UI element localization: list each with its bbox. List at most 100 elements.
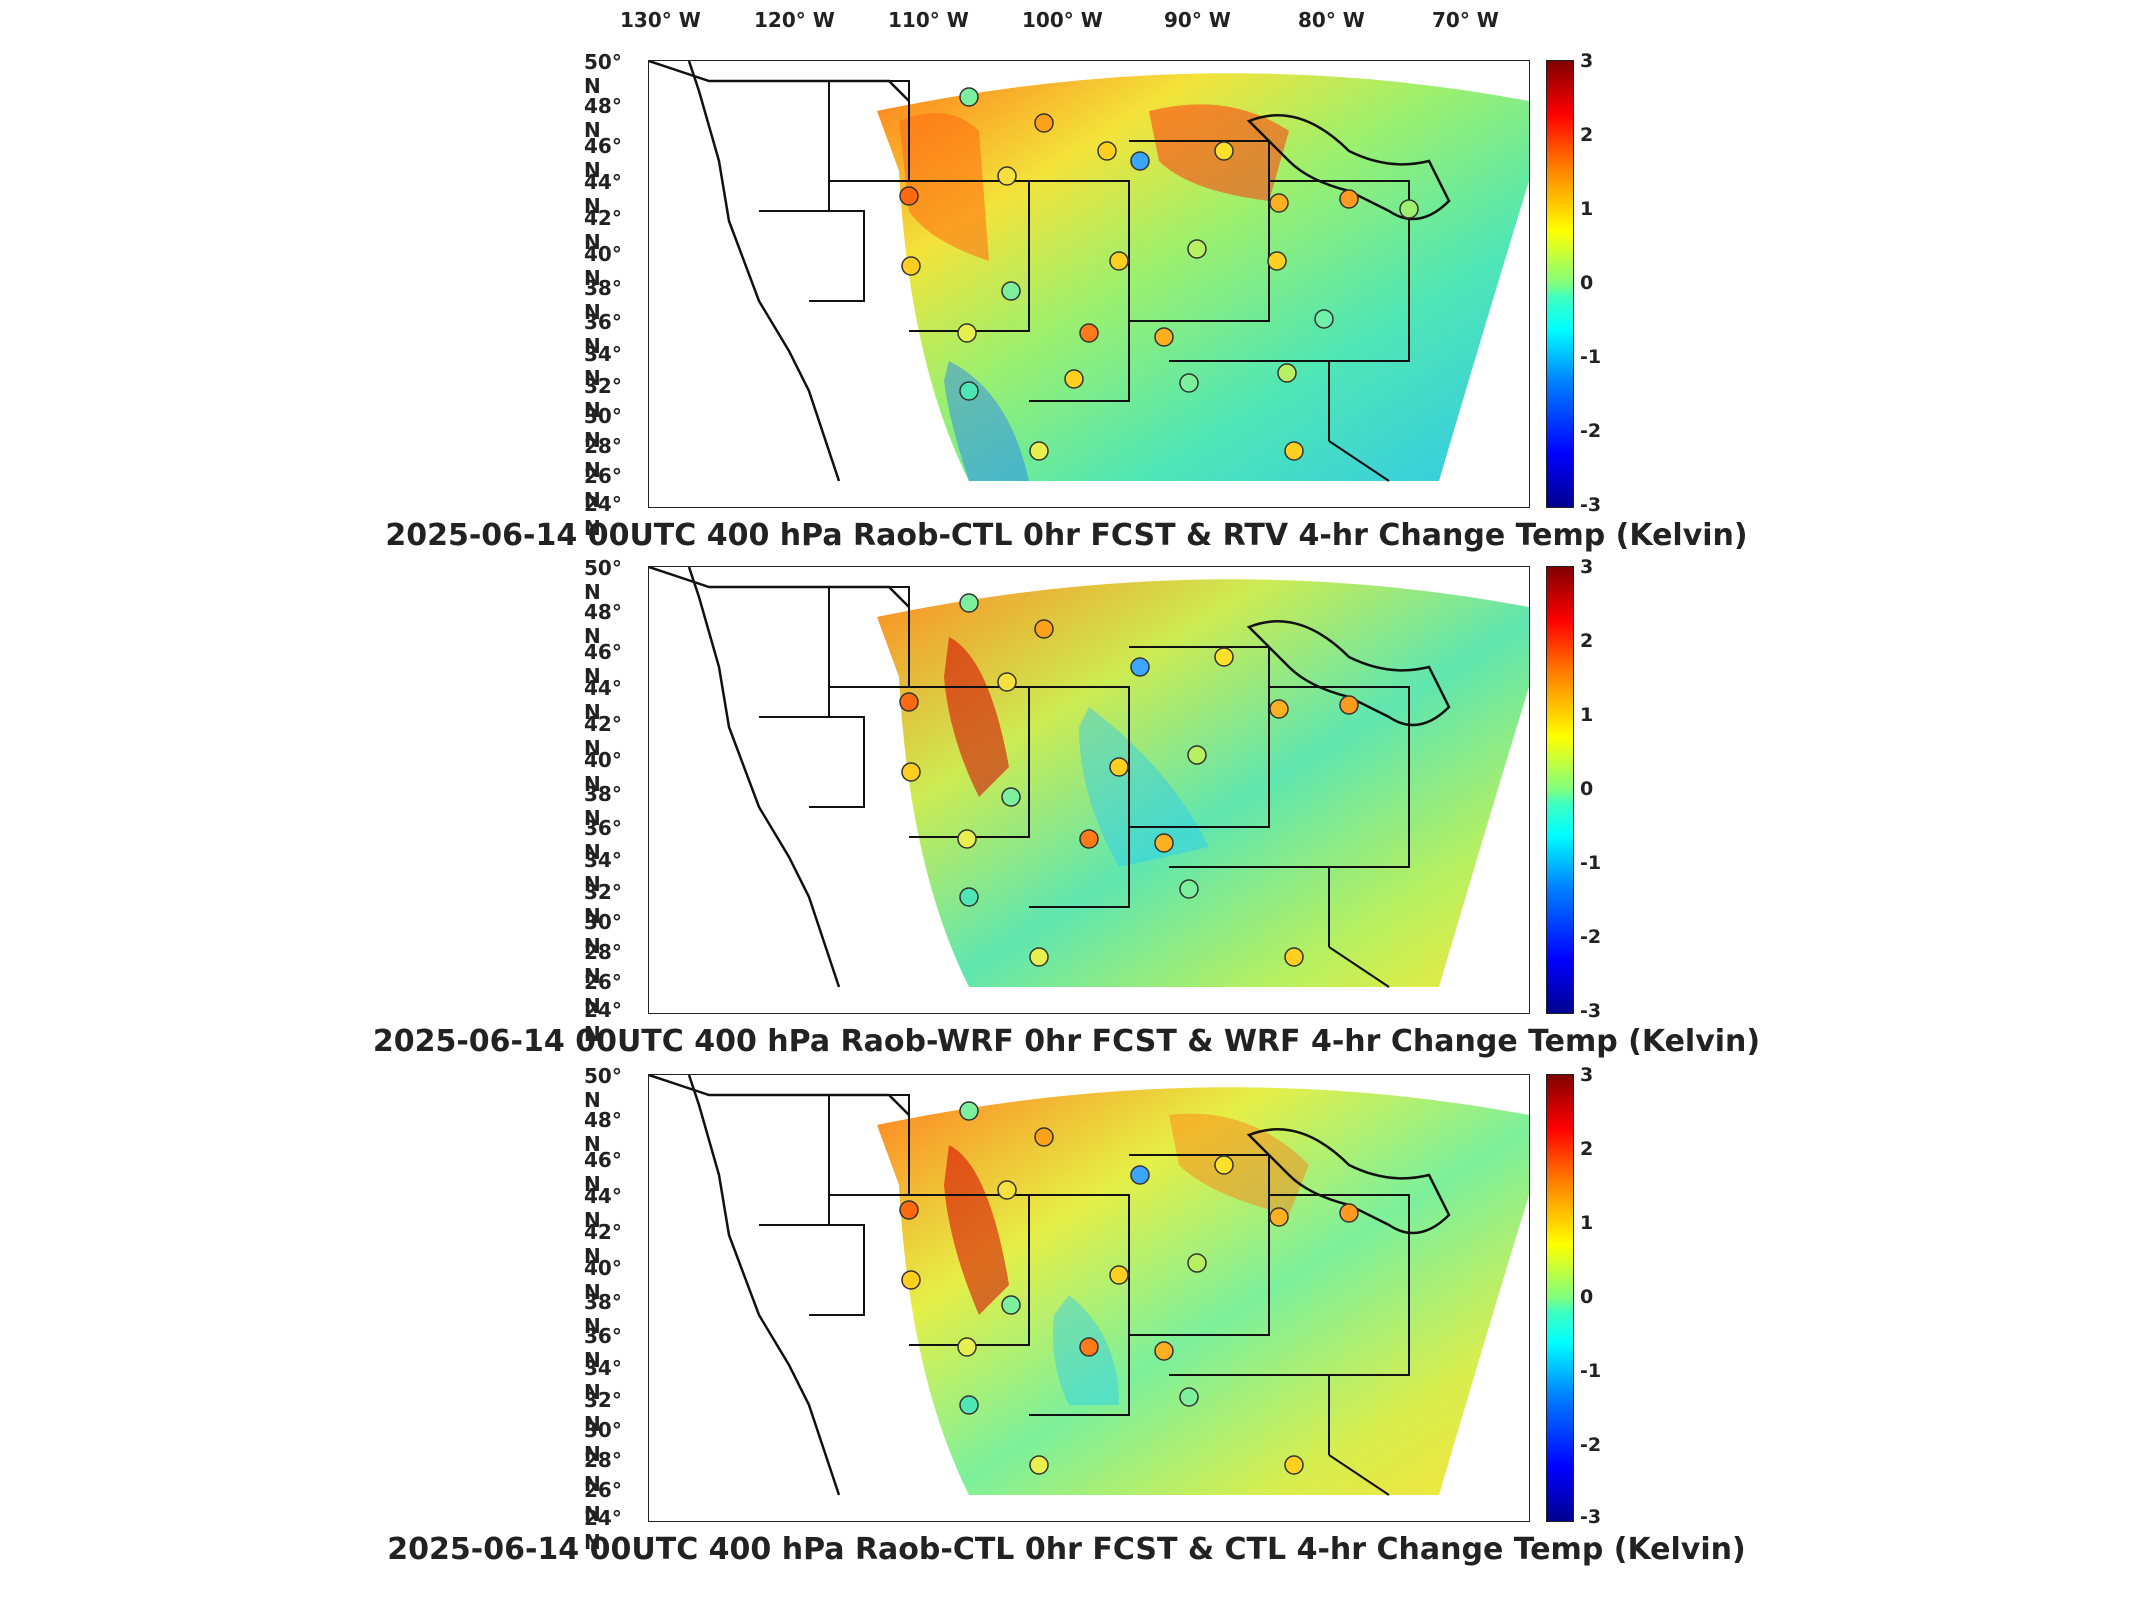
raob-station-marker — [1001, 787, 1021, 807]
lat-label: 30° N — [584, 1418, 622, 1466]
lat-label: 34° N — [584, 1356, 622, 1404]
panel-caption: 2025-06-14 00UTC 400 hPa Raob-CTL 0hr FC… — [387, 1532, 1746, 1567]
raob-station-marker — [1079, 829, 1099, 849]
raob-station-marker — [1079, 1337, 1099, 1357]
raob-station-marker — [1284, 947, 1304, 967]
raob-station-marker — [1314, 309, 1334, 329]
raob-station-marker — [1154, 1341, 1174, 1361]
lat-label: 40° N — [584, 748, 622, 796]
colorbar — [1546, 60, 1574, 508]
raob-station-marker — [1179, 879, 1199, 899]
lat-label: 48° N — [584, 600, 622, 648]
raob-station-marker — [959, 593, 979, 613]
raob-station-marker — [1109, 1265, 1129, 1285]
raob-station-marker — [1029, 441, 1049, 461]
raob-station-marker — [1064, 369, 1084, 389]
map-area — [648, 1074, 1530, 1522]
raob-station-marker — [1187, 239, 1207, 259]
raob-station-marker — [1214, 141, 1234, 161]
lon-label: 120° W — [754, 8, 835, 32]
raob-station-marker — [1130, 151, 1150, 171]
coastline — [649, 567, 910, 988]
raob-station-marker — [1214, 1155, 1234, 1175]
raob-station-marker — [1109, 757, 1129, 777]
warm-anomaly — [944, 1145, 1009, 1315]
data-field — [877, 579, 1529, 987]
lat-label: 28° N — [584, 940, 622, 988]
colorbar-tick: -3 — [1580, 1000, 1602, 1022]
lat-label: 40° N — [584, 1256, 622, 1304]
raob-station-marker — [1179, 1387, 1199, 1407]
colorbar-tick: -1 — [1580, 852, 1602, 874]
lat-label: 32° N — [584, 880, 622, 928]
colorbar-tick: 0 — [1580, 778, 1594, 800]
great-lakes-outline — [1246, 620, 1451, 727]
lat-label: 38° N — [584, 276, 622, 324]
colorbar-tick: -1 — [1580, 1360, 1602, 1382]
raob-station-marker — [1079, 323, 1099, 343]
map-panel-2: 50° N 48° N 46° N 44° N 42° N 40° N 38° … — [373, 556, 1760, 1059]
lon-label: 110° W — [888, 8, 969, 32]
colorbar-tick: 0 — [1580, 1286, 1594, 1308]
colorbar-tick: 0 — [1580, 272, 1594, 294]
raob-stations — [899, 1101, 1359, 1475]
lat-label: 46° N — [584, 134, 622, 182]
lat-label: 36° N — [584, 816, 622, 864]
raob-station-marker — [1399, 199, 1419, 219]
raob-station-marker — [1001, 1295, 1021, 1315]
colorbar-tick: -1 — [1580, 346, 1602, 368]
raob-station-marker — [899, 1200, 919, 1220]
raob-station-marker — [1001, 281, 1021, 301]
lat-label: 26° N — [584, 464, 622, 512]
raob-station-marker — [1034, 113, 1054, 133]
raob-station-marker — [959, 1101, 979, 1121]
lat-label: 42° N — [584, 1220, 622, 1268]
raob-station-marker — [1269, 699, 1289, 719]
lat-label: 26° N — [584, 1478, 622, 1526]
lat-label: 48° N — [584, 1108, 622, 1156]
raob-station-marker — [1029, 1455, 1049, 1475]
raob-station-marker — [997, 1180, 1017, 1200]
raob-station-marker — [1277, 363, 1297, 383]
warm-anomaly — [944, 637, 1009, 797]
lat-label: 48° N — [584, 94, 622, 142]
raob-station-marker — [901, 256, 921, 276]
warm-anomaly — [1169, 1113, 1309, 1215]
lat-label: 32° N — [584, 374, 622, 422]
colorbar-tick: 1 — [1580, 198, 1594, 220]
state-borders — [719, 1094, 1410, 1496]
raob-station-marker — [957, 1337, 977, 1357]
raob-station-marker — [1339, 1203, 1359, 1223]
coastline — [649, 61, 910, 482]
raob-station-marker — [1034, 1127, 1054, 1147]
raob-station-marker — [1029, 947, 1049, 967]
colorbar-tick: 3 — [1580, 556, 1594, 578]
colorbar-tick: 2 — [1580, 630, 1594, 652]
lat-label: 34° N — [584, 848, 622, 896]
raob-station-marker — [1130, 1165, 1150, 1185]
colorbar-tick: 3 — [1580, 1064, 1594, 1086]
great-lakes-outline — [1246, 114, 1451, 221]
lat-label: 28° N — [584, 1448, 622, 1496]
raob-station-marker — [1269, 193, 1289, 213]
raob-station-marker — [959, 887, 979, 907]
raob-station-marker — [959, 1395, 979, 1415]
lat-label: 46° N — [584, 1148, 622, 1196]
lat-label: 50° N — [584, 50, 622, 98]
raob-station-marker — [1097, 141, 1117, 161]
temperature-map — [649, 567, 1529, 988]
great-lakes-outline — [1246, 1128, 1451, 1235]
colorbar-tick: -3 — [1580, 494, 1602, 516]
lat-label: 38° N — [584, 1290, 622, 1338]
lat-label: 24° N — [584, 492, 622, 540]
lat-label: 38° N — [584, 782, 622, 830]
colorbar-tick: -2 — [1580, 1434, 1602, 1456]
raob-station-marker — [1179, 373, 1199, 393]
panel-caption: 2025-06-14 00UTC 400 hPa Raob-CTL 0hr FC… — [385, 518, 1748, 553]
colorbar — [1546, 566, 1574, 1014]
lat-label: 28° N — [584, 434, 622, 482]
colorbar-tick: -2 — [1580, 926, 1602, 948]
temperature-map — [649, 61, 1529, 482]
lat-label: 44° N — [584, 170, 622, 218]
lat-label: 42° N — [584, 712, 622, 760]
